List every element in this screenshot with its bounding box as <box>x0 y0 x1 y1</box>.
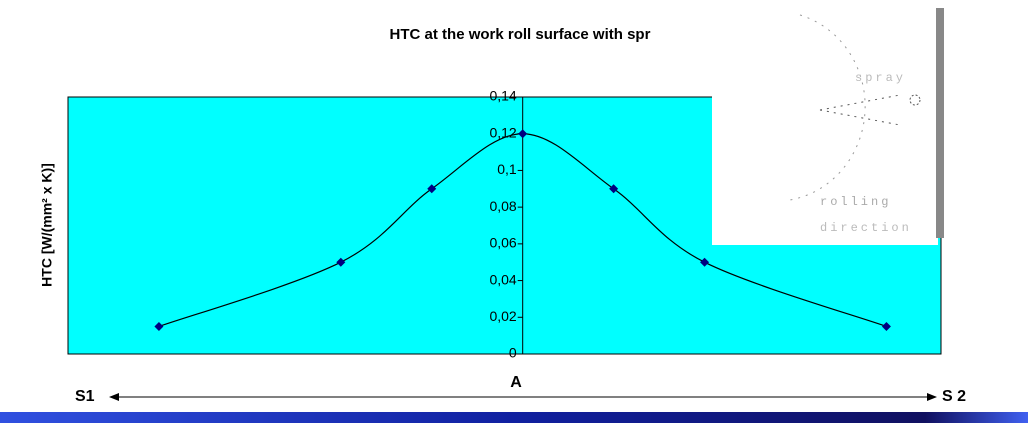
chart: HTC at the work roll surface with spr HT… <box>0 0 1028 423</box>
left-label: S1 <box>75 388 95 405</box>
inset-image: spray rolling direction <box>712 0 944 245</box>
inset-edge <box>936 8 944 238</box>
y-tick-label: 0 <box>509 345 517 361</box>
inset-label: rolling <box>820 195 891 209</box>
y-tick-label: 0,1 <box>497 161 517 177</box>
footer-bar <box>0 412 1028 423</box>
y-tick-label: 0,02 <box>489 308 516 324</box>
inset-label: spray <box>855 71 906 85</box>
y-tick-label: 0,04 <box>489 271 516 287</box>
y-tick-label: 0,14 <box>489 88 516 104</box>
y-tick-label: 0,06 <box>489 235 516 251</box>
right-label: S 2 <box>942 388 966 405</box>
y-tick-label: 0,08 <box>489 198 516 214</box>
chart-title: HTC at the work roll surface with spr <box>390 26 651 43</box>
inset-label: direction <box>820 221 912 235</box>
y-axis-label: HTC [W/(mm² x K)] <box>39 163 55 287</box>
center-label: A <box>510 374 522 391</box>
